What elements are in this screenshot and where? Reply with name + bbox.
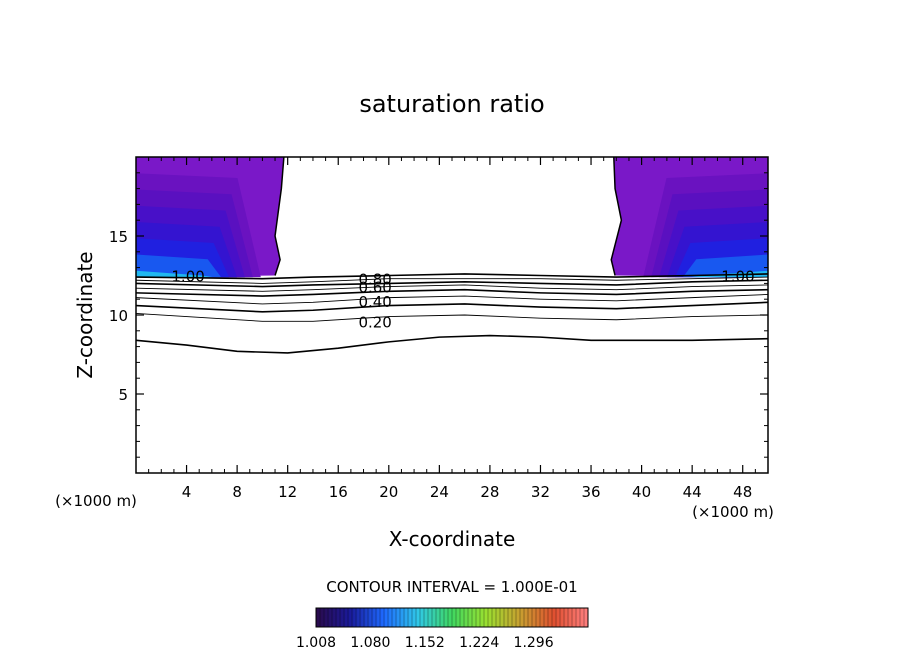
contour-line-0.70: [135, 284, 769, 292]
contour-label: 0.80: [358, 271, 391, 289]
chart-title: saturation ratio: [359, 90, 544, 118]
colorbar-tick-label: 1.224: [459, 635, 499, 651]
contour-label: 1.00: [721, 268, 754, 286]
x-tick-label: 36: [581, 483, 600, 501]
colorbar-tick-label: 1.008: [296, 635, 336, 651]
contour-interval-text: CONTOUR INTERVAL = 1.000E-01: [326, 578, 577, 596]
x-tick-label: 32: [531, 483, 550, 501]
right-region-boundary: [610, 156, 623, 276]
colorbar-tick-label: 1.080: [350, 635, 390, 651]
x-tick-label: 20: [379, 483, 398, 501]
contour-line-0.90: [135, 276, 769, 284]
left-fill-band-6: [136, 254, 222, 278]
contour-label: 1.00: [171, 268, 204, 286]
x-tick-label: 48: [733, 483, 752, 501]
y-axis-label: Z-coordinate: [73, 251, 97, 378]
contour-line-0.40: [135, 301, 769, 313]
x-unit-label: (×1000 m): [692, 503, 774, 521]
contour-label: 0.20: [358, 313, 391, 331]
x-tick-label: 16: [329, 483, 348, 501]
contour-line-0.80: [135, 279, 769, 288]
x-tick-label: 44: [683, 483, 702, 501]
contour-label: 0.60: [358, 279, 391, 297]
y-tick-label: 15: [109, 228, 128, 246]
left-fill-band-7: [136, 270, 214, 278]
x-tick-label: 12: [278, 483, 297, 501]
colorbar-tick-label: 1.296: [514, 635, 554, 651]
right-fill-band-6: [682, 254, 768, 278]
y-tick-label: 10: [109, 307, 128, 325]
contour-labels: 1.00 1.00 0.800.600.40 0.20: [171, 268, 754, 332]
x-tick-label: 28: [480, 483, 499, 501]
contour-line-0.20: [135, 334, 769, 354]
contour-lines: [135, 273, 769, 354]
z-unit-label: (×1000 m): [55, 492, 137, 510]
x-tick-label: 40: [632, 483, 651, 501]
contour-line-0.30: [135, 312, 769, 322]
x-tick-label: 8: [232, 483, 242, 501]
x-tick-label: 24: [430, 483, 449, 501]
contour-line-0.60: [135, 288, 769, 297]
x-tick-label: 4: [182, 483, 192, 501]
y-tick-label: 5: [118, 386, 128, 404]
contour-line-1.00: [135, 273, 769, 280]
colorbar-tick-labels: 1.008 1.080 1.152 1.224 1.296: [296, 635, 554, 651]
plot-fill-regions: [136, 156, 768, 278]
colorbar-stripes: [319, 608, 585, 627]
left-region-boundary: [274, 156, 285, 276]
colorbar-tick-label: 1.152: [405, 635, 445, 651]
x-axis-label: X-coordinate: [389, 527, 516, 551]
contour-line-0.50: [135, 294, 769, 305]
contour-label: 0.40: [358, 293, 391, 311]
